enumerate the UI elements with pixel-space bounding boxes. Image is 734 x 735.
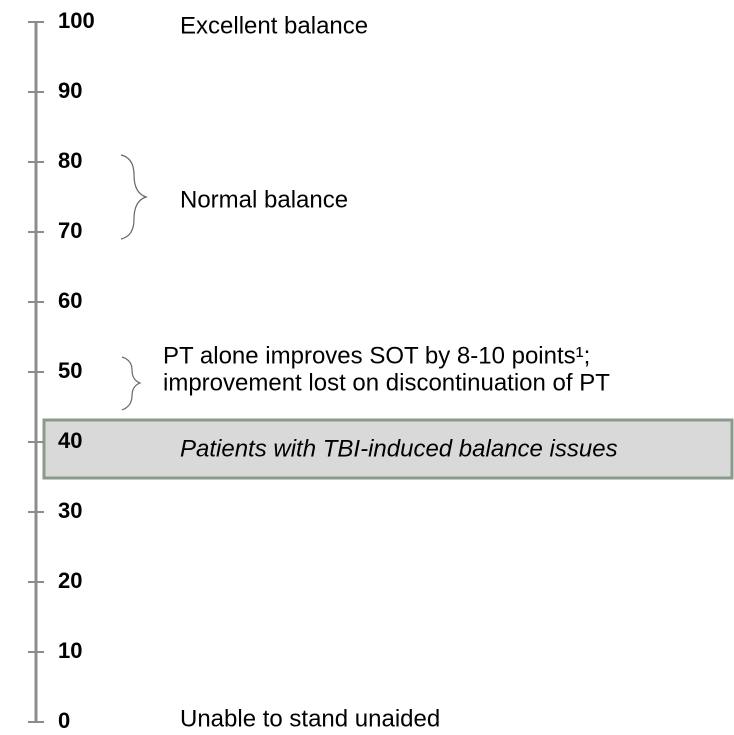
band-label: Patients with TBI-induced balance issues bbox=[180, 435, 618, 462]
tick-label: 0 bbox=[58, 708, 70, 733]
annotation: Normal balance bbox=[180, 186, 348, 213]
tick-label: 60 bbox=[58, 288, 82, 313]
tick-label: 30 bbox=[58, 498, 82, 523]
tick-label: 90 bbox=[58, 78, 82, 103]
annotation: Excellent balance bbox=[180, 12, 368, 39]
tick-label: 100 bbox=[58, 8, 95, 33]
brace bbox=[121, 356, 142, 411]
band bbox=[42, 418, 734, 480]
annotation: improvement lost on discontinuation of P… bbox=[163, 369, 610, 396]
tick-label: 80 bbox=[58, 148, 82, 173]
annotation: Unable to stand unaided bbox=[180, 705, 440, 732]
tick-label: 20 bbox=[58, 568, 82, 593]
brace bbox=[120, 154, 148, 240]
annotation: PT alone improves SOT by 8-10 points¹; bbox=[163, 342, 590, 369]
tick-label: 70 bbox=[58, 218, 82, 243]
tick-label: 10 bbox=[58, 638, 82, 663]
tick-label: 40 bbox=[58, 428, 82, 453]
tick-label: 50 bbox=[58, 358, 82, 383]
